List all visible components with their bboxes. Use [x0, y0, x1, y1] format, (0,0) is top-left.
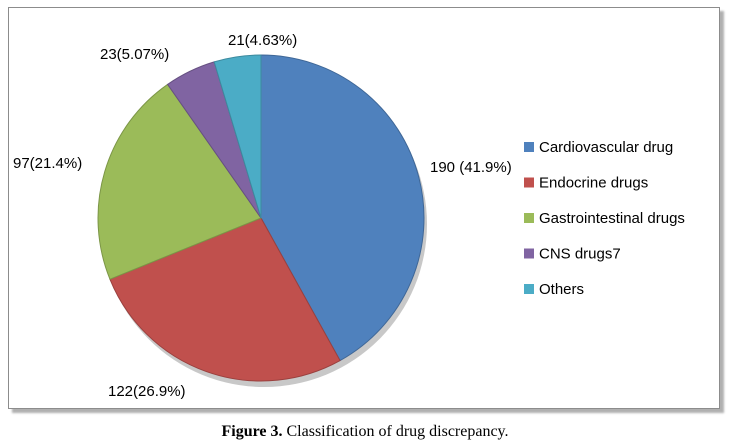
- pie-chart: 190 (41.9%) 122(26.9%) 97(21.4%) 23(5.07%) 2…: [13, 32, 685, 400]
- legend-swatch-others: [524, 284, 534, 294]
- legend-label-cns: CNS drugs7: [539, 246, 621, 263]
- legend-label-endocrine: Endocrine drugs: [539, 175, 648, 192]
- pie-slice-endocrine: [109, 217, 341, 382]
- figure-caption-text: Classification of drug discrepancy.: [282, 423, 509, 440]
- data-label-endocrine: 122(26.9%): [108, 383, 186, 400]
- pie-slice-others: [213, 54, 262, 219]
- legend-swatch-cns: [524, 248, 534, 259]
- data-label-cardiovascular: 190 (41.9%): [430, 159, 512, 176]
- legend-label-others: Others: [539, 281, 584, 298]
- legend-swatch-cardiovascular: [524, 142, 534, 152]
- data-label-others: 21(4.63%): [228, 32, 297, 49]
- legend-swatch-gastrointestinal: [524, 213, 534, 223]
- legend-swatch-endocrine: [524, 177, 534, 188]
- pie-slice-gastrointestinal: [97, 83, 262, 280]
- figure-caption-label: Figure 3.: [221, 423, 283, 440]
- legend-label-gastrointestinal: Gastrointestinal drugs: [539, 210, 685, 227]
- data-label-cns: 23(5.07%): [100, 46, 169, 63]
- data-label-gastrointestinal: 97(21.4%): [13, 155, 82, 172]
- figure-caption: Figure 3. Classification of drug discrep…: [0, 423, 730, 441]
- legend-label-cardiovascular: Cardiovascular drug: [539, 139, 673, 156]
- pie-slice-cardiovascular: [260, 54, 425, 362]
